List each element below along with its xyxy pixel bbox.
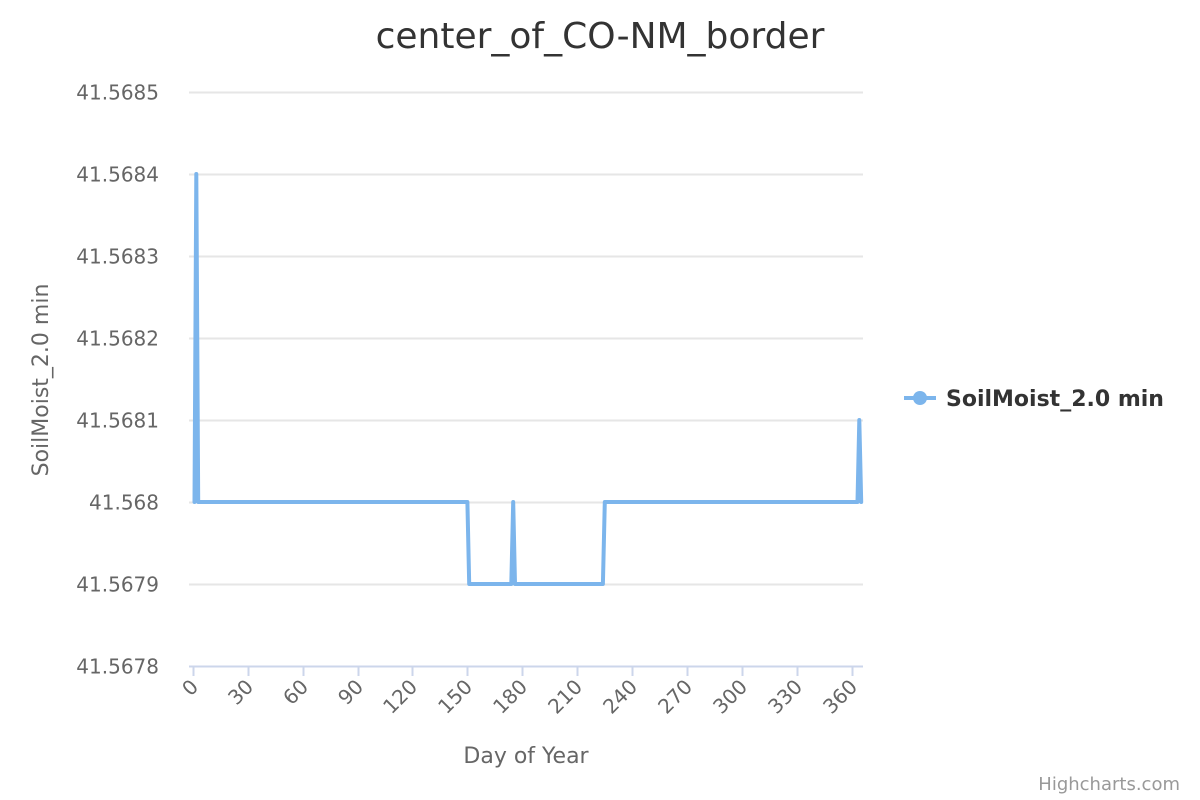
x-axis-title: Day of Year bbox=[463, 744, 589, 769]
x-tick-label: 0 bbox=[177, 675, 203, 701]
y-tick-label: 41.5681 bbox=[76, 409, 159, 433]
y-tick-label: 41.5684 bbox=[76, 163, 159, 187]
y-tick-label: 41.5682 bbox=[76, 327, 159, 351]
grid-lines bbox=[189, 91, 863, 586]
x-tick-label: 120 bbox=[378, 675, 422, 719]
x-tick-label: 180 bbox=[488, 675, 532, 719]
x-axis: 0 30 60 90 120 150 180 210 240 270 300 330 360 bbox=[177, 665, 863, 719]
chart-title: center_of_CO-NM_border bbox=[376, 16, 825, 57]
y-tick-label: 41.5685 bbox=[76, 81, 159, 105]
x-tick-label: 90 bbox=[333, 675, 368, 710]
x-tick-label: 60 bbox=[278, 675, 313, 710]
y-tick-label: 41.5683 bbox=[76, 245, 159, 269]
y-axis-title: SoilMoist_2.0 min bbox=[29, 284, 54, 477]
y-tick-label: 41.5679 bbox=[76, 573, 159, 597]
x-tick-label: 240 bbox=[598, 675, 642, 719]
x-tick-label: 270 bbox=[653, 675, 697, 719]
x-tick-label: 30 bbox=[223, 675, 258, 710]
x-tick-label: 210 bbox=[543, 675, 587, 719]
series-layer bbox=[192, 172, 864, 586]
x-tick-label: 330 bbox=[763, 675, 807, 719]
y-tick-label: 41.5678 bbox=[76, 655, 159, 679]
legend-label: SoilMoist_2.0 min bbox=[946, 387, 1164, 412]
y-axis: 41.5678 41.5679 41.568 41.5681 41.5682 41.568… bbox=[76, 81, 159, 679]
credits-link[interactable]: Highcharts.com bbox=[1038, 774, 1180, 795]
legend-item[interactable]: SoilMoist_2.0 min bbox=[904, 387, 1164, 412]
series-line[interactable] bbox=[192, 172, 864, 586]
x-tick-label: 360 bbox=[818, 675, 862, 719]
legend-marker-icon bbox=[913, 391, 927, 405]
x-tick-label: 300 bbox=[708, 675, 752, 719]
x-tick-label: 150 bbox=[433, 675, 477, 719]
y-tick-label: 41.568 bbox=[89, 491, 159, 515]
